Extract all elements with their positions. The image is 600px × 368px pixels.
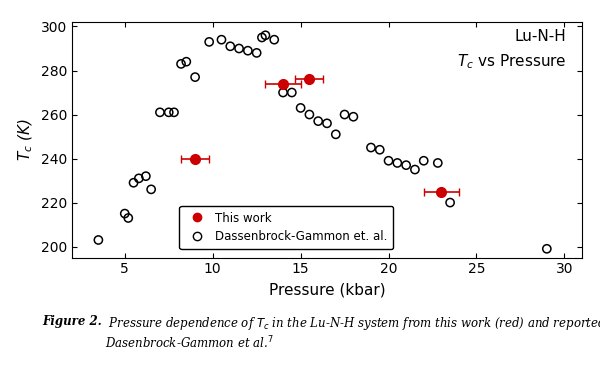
Point [313, 118, 323, 124]
Text: Lu-N-H
$T_c$ vs Pressure: Lu-N-H $T_c$ vs Pressure [457, 29, 567, 71]
Point [205, 39, 214, 45]
Point [269, 37, 279, 43]
Point [234, 46, 244, 52]
X-axis label: Pressure (kbar): Pressure (kbar) [269, 282, 385, 297]
Point [542, 246, 551, 252]
Point [392, 160, 402, 166]
Point [331, 131, 341, 137]
Point [410, 167, 420, 173]
Point [375, 147, 385, 153]
Point [419, 158, 428, 164]
Point [445, 199, 455, 205]
Point [252, 50, 262, 56]
Point [120, 210, 130, 216]
Point [190, 74, 200, 80]
Point [141, 173, 151, 179]
Point [366, 145, 376, 151]
Point [305, 112, 314, 117]
Point [278, 89, 288, 95]
Point [155, 109, 165, 115]
Point [384, 158, 394, 164]
Point [134, 176, 143, 181]
Point [129, 180, 139, 186]
Point [257, 35, 267, 40]
Point [287, 89, 296, 95]
Point [401, 162, 411, 168]
Point [322, 120, 332, 126]
Point [260, 32, 270, 38]
Point [164, 109, 173, 115]
Point [340, 112, 349, 117]
Point [296, 105, 305, 111]
Text: Pressure dependence of $T_c$ in the Lu-N-H system from this work (red) and repor: Pressure dependence of $T_c$ in the Lu-N… [105, 315, 600, 351]
Y-axis label: $T_c$ (K): $T_c$ (K) [17, 118, 35, 161]
Text: Figure 2.: Figure 2. [42, 315, 102, 328]
Legend: This work, Dassenbrock-Gammon et. al.: This work, Dassenbrock-Gammon et. al. [179, 206, 393, 250]
Point [146, 187, 156, 192]
Point [349, 114, 358, 120]
Point [217, 37, 226, 43]
Point [94, 237, 103, 243]
Point [243, 48, 253, 54]
Point [176, 61, 186, 67]
Point [433, 160, 443, 166]
Point [226, 43, 235, 49]
Point [124, 215, 133, 221]
Point [182, 59, 191, 65]
Point [169, 109, 179, 115]
